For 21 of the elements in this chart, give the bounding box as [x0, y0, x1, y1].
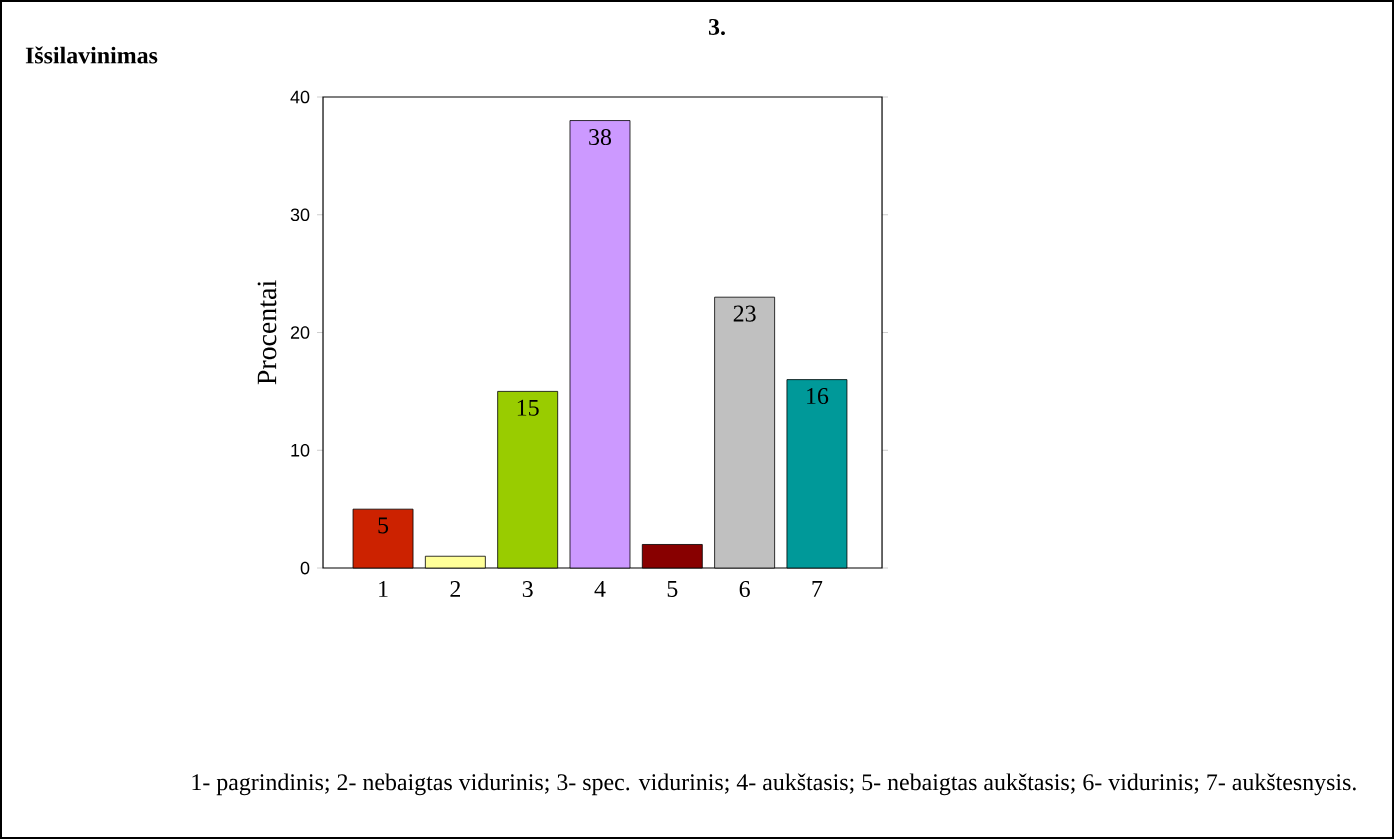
- y-tick-label: 30: [290, 208, 310, 222]
- x-tick-label: 7: [812, 581, 823, 597]
- text: Išsilavinimas: [25, 46, 158, 64]
- x-tick-label: 1: [379, 581, 388, 597]
- y-tick-label: 40: [290, 90, 310, 104]
- y-tick-label: 10: [291, 443, 310, 457]
- x-tick-label: 6: [739, 581, 750, 598]
- x-tick-label: 5: [667, 581, 678, 597]
- text: 1- pagrindinis; 2- nebaigtas vidurinis; 3- spec. vidurinis; 4- aukštasis; 5- nebaigtas aukštasis; 6- vidurinis; 7- aukštesnysis.: [192, 773, 1356, 796]
- chart-title: 3.: [708, 18, 725, 36]
- y-tick-label: 20: [290, 326, 310, 339]
- x-tick-label: 4: [594, 581, 606, 597]
- data-label: 5: [378, 517, 389, 534]
- x-tick-label: 2: [450, 581, 460, 597]
- data-label: 15: [517, 399, 539, 416]
- y-axis-title: Procentai: [257, 280, 277, 385]
- y-tick-label: 0: [300, 561, 310, 575]
- data-label: 16: [807, 388, 829, 405]
- data-label: 23: [733, 305, 756, 322]
- x-tick-label: 3: [522, 581, 533, 598]
- data-label: 38: [589, 128, 612, 146]
